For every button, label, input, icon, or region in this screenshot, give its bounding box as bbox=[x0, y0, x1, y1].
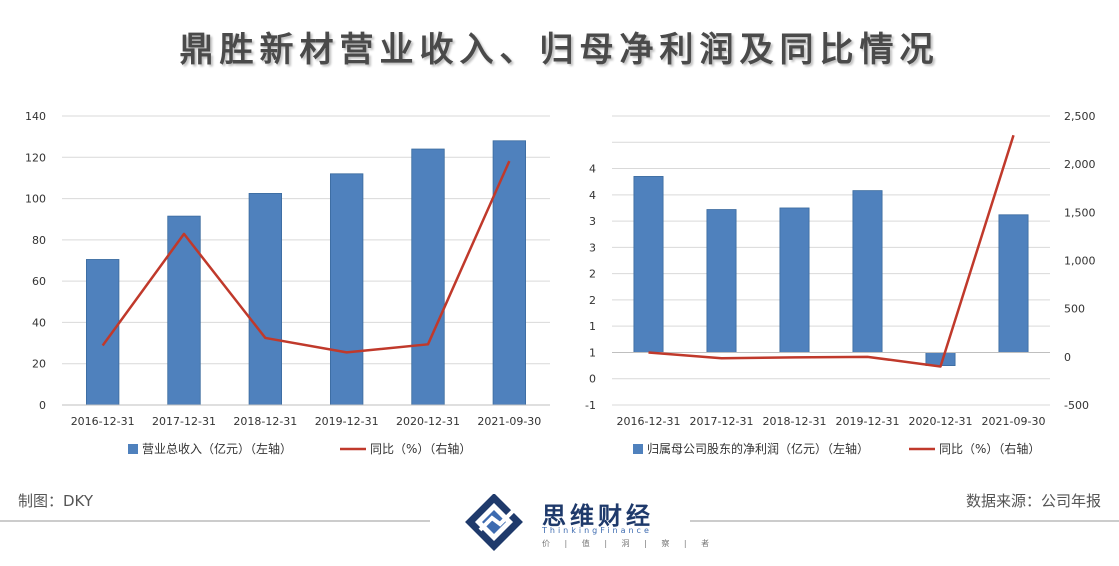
left-axis-tick-label: 0 bbox=[589, 373, 596, 386]
left-axis-tick-label: 140 bbox=[25, 110, 46, 123]
category-label: 2016-12-31 bbox=[617, 415, 681, 428]
category-label: 2021-09-30 bbox=[982, 415, 1046, 428]
left-axis-tick-label: 20 bbox=[32, 358, 46, 371]
revenue-chart: 0204060801001201400510152025303540455020… bbox=[25, 110, 550, 456]
right-axis-tick-label: 2,500 bbox=[1064, 110, 1096, 123]
brand-name: 思维财经 bbox=[542, 502, 654, 530]
legend-bar-swatch bbox=[633, 444, 643, 454]
category-label: 2020-12-31 bbox=[909, 415, 973, 428]
category-label: 2018-12-31 bbox=[763, 415, 827, 428]
legend-bar-label: 归属母公司股东的净利润（亿元）（左轴） bbox=[647, 441, 869, 456]
left-axis-tick-label: 2 bbox=[589, 268, 596, 281]
legend-line-label: 同比（%）（右轴） bbox=[370, 441, 471, 456]
bar-2017-12-31 bbox=[706, 209, 737, 353]
bar-2018-12-31 bbox=[779, 207, 810, 353]
left-axis-tick-label: 60 bbox=[32, 275, 46, 288]
legend-bar-swatch bbox=[128, 444, 138, 454]
left-axis-tick-label: -1 bbox=[585, 399, 596, 412]
left-axis-tick-label: 4 bbox=[589, 163, 596, 176]
right-axis-tick-label: 1,000 bbox=[1064, 255, 1096, 268]
right-axis-tick-label: 0 bbox=[1064, 351, 1071, 364]
bar-2021-09-30 bbox=[998, 214, 1029, 353]
left-axis-tick-label: 3 bbox=[589, 215, 596, 228]
left-axis-tick-label: 120 bbox=[25, 151, 46, 164]
category-label: 2019-12-31 bbox=[315, 415, 379, 428]
bar-2019-12-31 bbox=[852, 190, 883, 353]
category-label: 2016-12-31 bbox=[71, 415, 135, 428]
bar-2020-12-31 bbox=[411, 148, 445, 406]
brand-english-name: ThinkingFinance bbox=[542, 526, 652, 535]
category-label: 2018-12-31 bbox=[233, 415, 297, 428]
right-axis-tick-label: -500 bbox=[1064, 399, 1089, 412]
yoy-growth-line bbox=[648, 134, 1015, 368]
category-label: 2021-09-30 bbox=[477, 415, 541, 428]
left-axis-tick-label: 1 bbox=[589, 346, 596, 359]
legend-line-label: 同比（%）（右轴） bbox=[939, 441, 1040, 456]
category-label: 2017-12-31 bbox=[690, 415, 754, 428]
left-axis-tick-label: 1 bbox=[589, 320, 596, 333]
yoy-growth-line bbox=[101, 160, 511, 354]
thinkingfinance-logo-icon bbox=[465, 494, 523, 551]
data-source-note: 数据来源：公司年报 bbox=[965, 492, 1101, 510]
left-axis-tick-label: 4 bbox=[589, 189, 596, 202]
category-label: 2020-12-31 bbox=[396, 415, 460, 428]
bar-2016-12-31 bbox=[633, 176, 664, 353]
left-axis-tick-label: 0 bbox=[39, 399, 46, 412]
bar-2019-12-31 bbox=[329, 173, 364, 406]
left-axis-tick-label: 80 bbox=[32, 234, 46, 247]
left-axis-tick-label: 2 bbox=[589, 294, 596, 307]
left-axis-tick-label: 3 bbox=[589, 241, 596, 254]
right-axis-tick-label: 2,000 bbox=[1064, 158, 1096, 171]
chart-maker-credit: 制图：DKY bbox=[18, 492, 94, 510]
right-axis-tick-label: 500 bbox=[1064, 303, 1085, 316]
left-axis-tick-label: 100 bbox=[25, 193, 46, 206]
legend-bar-label: 营业总收入（亿元）（左轴） bbox=[142, 441, 292, 456]
chart-title: 鼎胜新材营业收入、归母净利润及同比情况 bbox=[179, 30, 940, 70]
left-axis-tick-label: 40 bbox=[32, 316, 46, 329]
brand-tagline: 价 | 值 | 洞 | 察 | 者 bbox=[542, 539, 716, 548]
category-label: 2019-12-31 bbox=[836, 415, 900, 428]
right-axis-tick-label: 1,500 bbox=[1064, 206, 1096, 219]
net-profit-chart: -1 0 1 1 2 2 3 3 4 4 -500 0 500 1,000 1,500 2,000 2,500 2… bbox=[585, 110, 1096, 456]
category-label: 2017-12-31 bbox=[152, 415, 216, 428]
bar-2018-12-31 bbox=[248, 193, 282, 406]
